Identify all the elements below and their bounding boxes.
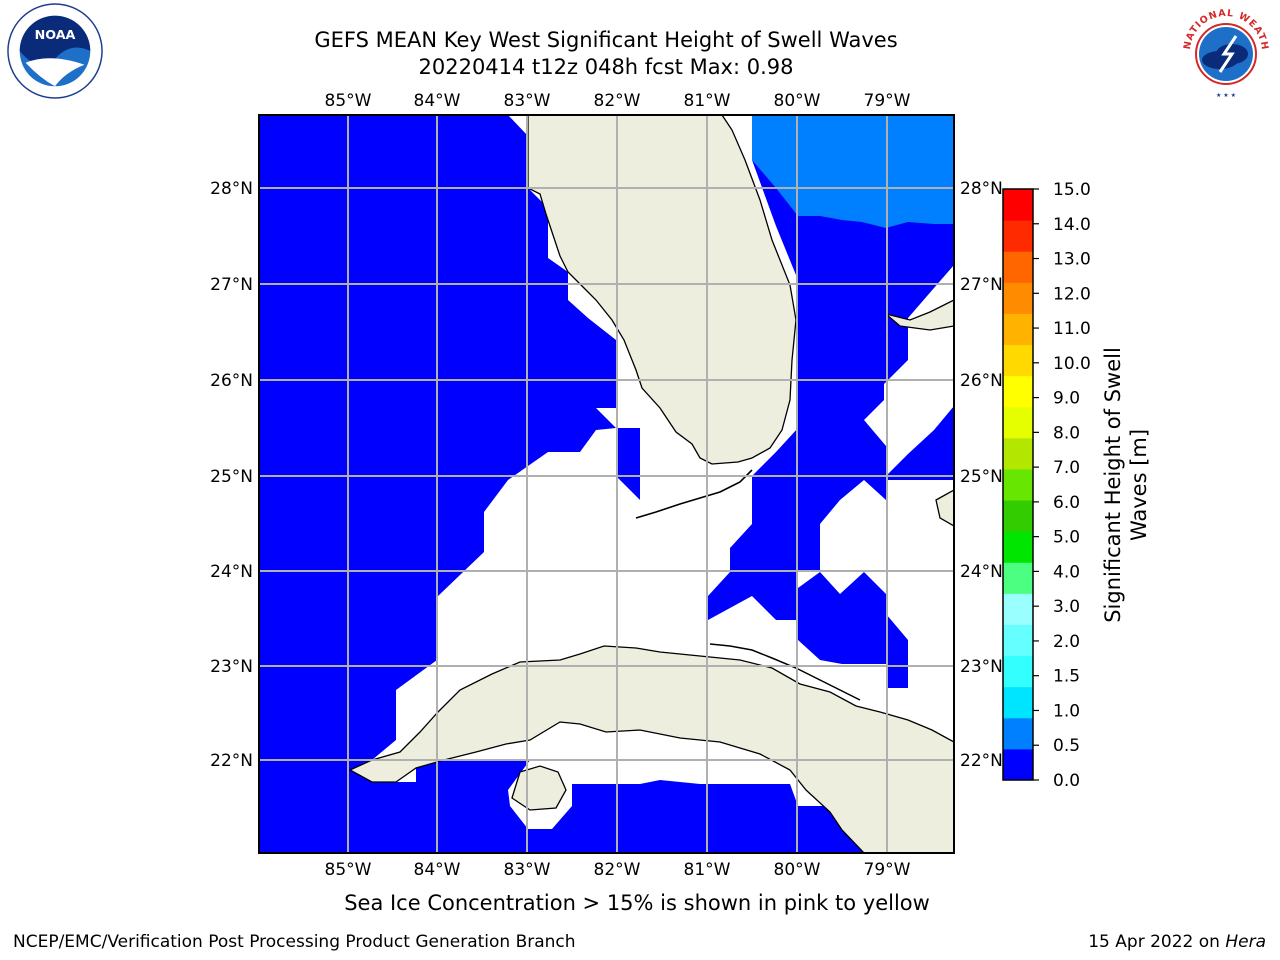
keys-swell-patch — [616, 428, 640, 500]
colorbar-segment — [1003, 375, 1033, 408]
colorbar-segment — [1003, 344, 1033, 377]
colorbar-segment — [1003, 189, 1033, 221]
lon-label-bottom: 83°W — [504, 860, 551, 880]
colorbar-segment — [1003, 655, 1033, 688]
sea-ice-note: Sea Ice Concentration > 15% is shown in … — [344, 891, 930, 915]
lon-label-top: 83°W — [504, 91, 551, 111]
footer-credit: NCEP/EMC/Verification Post Processing Pr… — [13, 932, 576, 952]
colorbar-tick-label: 2.0 — [1053, 632, 1080, 652]
lon-label-bottom: 80°W — [774, 860, 821, 880]
lon-label-top: 82°W — [594, 91, 641, 111]
lat-label-right: 26°N — [960, 371, 1003, 391]
colorbar-tick-label: 0.0 — [1053, 771, 1080, 791]
lat-label-right: 25°N — [960, 467, 1003, 487]
nws-logo-icon: NATIONAL WEATHER SERVICE ★ ★ ★ — [1176, 2, 1274, 100]
chart-title: GEFS MEAN Key West Significant Height of… — [314, 28, 898, 52]
lat-label-left: 25°N — [210, 467, 253, 487]
lon-label-bottom: 81°W — [684, 860, 731, 880]
colorbar-label: Significant Height of Swell Waves [m] — [1101, 347, 1151, 623]
colorbar-tick-label: 12.0 — [1053, 284, 1091, 304]
lon-label-bottom: 82°W — [594, 860, 641, 880]
colorbar-frame — [1002, 188, 1034, 781]
colorbar-label-line2: Waves [m] — [1127, 429, 1151, 541]
colorbar-tick-label: 8.0 — [1053, 423, 1080, 443]
bahamas-land — [885, 299, 954, 331]
colorbar-segment — [1003, 562, 1033, 594]
lat-label-left: 23°N — [210, 657, 253, 677]
colorbar-segment — [1003, 313, 1033, 346]
atlantic-swell-medium — [752, 115, 954, 228]
colorbar-tick-label: 1.0 — [1053, 701, 1080, 721]
lon-label-top: 80°W — [774, 91, 821, 111]
colorbar-tick-label: 10.0 — [1053, 354, 1091, 374]
colorbar-tick-label: 6.0 — [1053, 493, 1080, 513]
colorbar-tick-label: 14.0 — [1053, 215, 1091, 235]
chart-subtitle-run: 20220414 t12z 048h fcst Max: 0.98 — [418, 55, 794, 79]
noaa-logo-text: NOAA — [35, 28, 76, 43]
colorbar-segment — [1003, 251, 1033, 283]
colorbar-segment — [1003, 531, 1033, 563]
colorbar-segment — [1003, 437, 1033, 470]
colorbar-segment — [1003, 406, 1033, 439]
colorbar-segment — [1003, 748, 1033, 781]
colorbar-segment — [1003, 624, 1033, 657]
lon-label-top: 81°W — [684, 91, 731, 111]
colorbar-tick-label: 13.0 — [1053, 250, 1091, 270]
isla-juventud-land — [511, 765, 567, 811]
colorbar-segment — [1003, 220, 1033, 252]
lat-label-left: 22°N — [210, 751, 253, 771]
lon-label-bottom: 84°W — [414, 860, 461, 880]
footer-date: 15 Apr 2022 on Hera — [1088, 932, 1266, 952]
colorbar-tick-label: 5.0 — [1053, 528, 1080, 548]
footer-host: Hera — [1225, 932, 1266, 952]
colorbar-tick-label: 7.0 — [1053, 458, 1080, 478]
lat-label-right: 23°N — [960, 657, 1003, 677]
svg-text:★ ★ ★: ★ ★ ★ — [1216, 92, 1236, 99]
lon-label-top: 85°W — [325, 91, 372, 111]
colorbar-label-line1: Significant Height of Swell — [1101, 347, 1125, 623]
atlantic-swell-region — [708, 115, 954, 688]
colorbar-segment — [1003, 468, 1033, 501]
lat-label-right: 28°N — [960, 179, 1003, 199]
lon-label-bottom: 85°W — [325, 860, 372, 880]
colorbar-tick-label: 1.5 — [1053, 667, 1080, 687]
colorbar — [1003, 189, 1033, 781]
colorbar-segment — [1003, 593, 1033, 625]
colorbar-tick-label: 3.0 — [1053, 597, 1080, 617]
lat-label-right: 24°N — [960, 562, 1003, 582]
lat-label-left: 28°N — [210, 179, 253, 199]
noaa-logo-icon: NOAA — [7, 3, 103, 99]
florida-keys-line — [635, 469, 753, 519]
colorbar-segment — [1003, 500, 1033, 532]
lon-label-top: 84°W — [414, 91, 461, 111]
florida-land — [527, 115, 797, 465]
map-frame — [258, 114, 955, 854]
cuba-north-cays — [709, 643, 861, 701]
map-gridlines — [259, 115, 954, 853]
lat-label-left: 27°N — [210, 275, 253, 295]
lon-label-bottom: 79°W — [864, 860, 911, 880]
lat-label-left: 26°N — [210, 371, 253, 391]
colorbar-tick-label: 9.0 — [1053, 389, 1080, 409]
colorbar-segment — [1003, 717, 1033, 750]
lat-label-left: 24°N — [210, 562, 253, 582]
colorbar-segment — [1003, 282, 1033, 314]
colorbar-tick-label: 15.0 — [1053, 180, 1091, 200]
lon-label-top: 79°W — [864, 91, 911, 111]
colorbar-tick-label: 4.0 — [1053, 562, 1080, 582]
andros-land — [935, 489, 954, 527]
lat-label-right: 22°N — [960, 751, 1003, 771]
colorbar-tick-label: 0.5 — [1053, 736, 1080, 756]
colorbar-tick-label: 11.0 — [1053, 319, 1091, 339]
footer-date-text: 15 Apr 2022 on — [1088, 932, 1226, 952]
caribbean-swell-region — [259, 760, 864, 853]
lat-label-right: 27°N — [960, 275, 1003, 295]
colorbar-segment — [1003, 686, 1033, 719]
